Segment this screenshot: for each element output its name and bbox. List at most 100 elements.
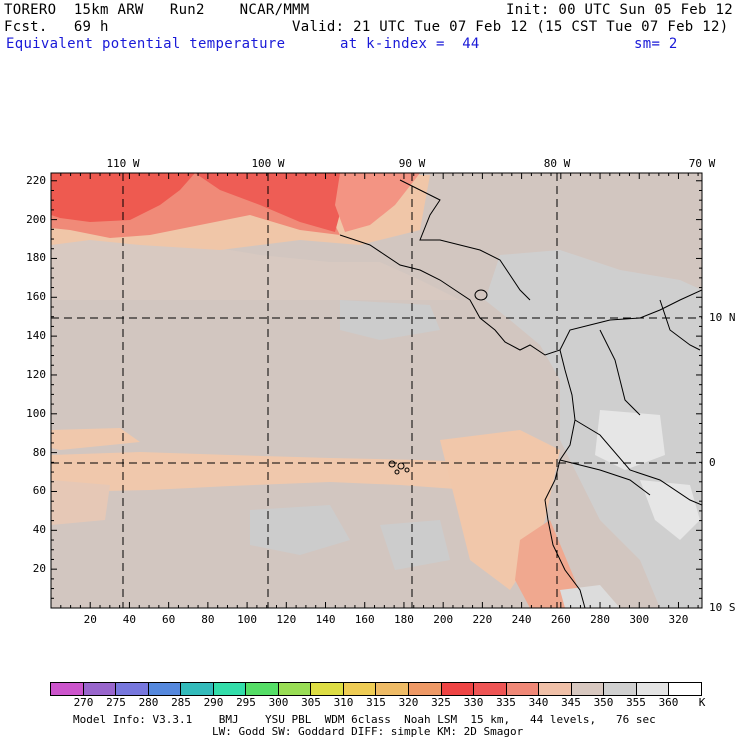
y-tick-label: 100	[26, 406, 46, 420]
colorbar-swatch	[311, 683, 344, 695]
y-tick-label: 220	[26, 173, 46, 187]
colorbar-swatch	[376, 683, 410, 695]
field-name: Equivalent potential temperature	[6, 36, 286, 52]
colorbar-label: 340	[528, 696, 549, 709]
longitude-label: 70 W	[688, 157, 716, 170]
colorbar-label: 290	[203, 696, 224, 709]
coast-caribbean	[659, 299, 701, 351]
colorbar-swatch	[409, 683, 442, 695]
x-tick-label: 20	[83, 613, 97, 626]
colorbar-swatch	[669, 683, 701, 695]
init-time: Init: 00 UTC Sun 05 Feb 12	[506, 2, 733, 18]
colorbar-label: 360	[658, 696, 679, 709]
colorbar-label: 335	[496, 696, 516, 709]
theta-e-max-region-2	[195, 173, 345, 232]
colorbar-swatch	[246, 683, 279, 695]
theta-e-ocean-patch-3	[380, 520, 450, 570]
x-tick-label: 200	[433, 613, 454, 626]
galapagos-islands	[388, 460, 410, 475]
theta-e-max-region	[51, 173, 195, 222]
border-ecuador-peru	[559, 459, 651, 496]
theta-e-land-gray	[485, 250, 702, 608]
x-tick-label: 100	[237, 613, 258, 626]
border-colombia-peru	[574, 419, 702, 506]
x-tick-label: 220	[472, 613, 493, 626]
theta-e-ocean-patch-2	[250, 505, 350, 555]
colorbar	[50, 682, 702, 696]
longitude-label: 110 W	[106, 157, 140, 170]
x-tick-label: 280	[590, 613, 610, 626]
border-central-america	[399, 179, 531, 301]
valid-time: Valid: 21 UTC Tue 07 Feb 12 (15 CST Tue …	[292, 19, 729, 35]
theta-e-west-warm	[51, 428, 140, 450]
axis-ticks	[51, 173, 702, 608]
latlon-grid	[51, 173, 702, 608]
colorbar-label: 355	[626, 696, 646, 709]
colorbar-swatch	[441, 683, 475, 695]
colorbar-label: 315	[366, 696, 386, 709]
colorbar-swatch	[213, 683, 247, 695]
y-tick-label: 20	[32, 562, 46, 576]
coastlines	[339, 179, 702, 608]
latitude-label: 10 S	[709, 601, 736, 614]
theta-e-warm-region	[335, 173, 420, 232]
smoothing-value: sm= 2	[634, 36, 678, 52]
colorbar-label: 305	[301, 696, 321, 709]
colorbar-swatch	[604, 683, 637, 695]
latitude-label: 0	[709, 456, 716, 469]
y-tick-label: 40	[32, 523, 46, 537]
theta-e-ocean-patch	[340, 300, 440, 340]
colorbar-label: 285	[171, 696, 191, 709]
lake-nicaragua	[474, 289, 488, 301]
x-tick-label: 300	[629, 613, 650, 626]
colorbar-label: 310	[333, 696, 354, 709]
longitude-label: 100 W	[251, 157, 285, 170]
x-tick-label: 60	[162, 613, 176, 626]
colorbar-label: 295	[236, 696, 256, 709]
map-fill	[51, 173, 702, 608]
colorbar-swatch	[278, 683, 312, 695]
colorbar-swatch	[474, 683, 507, 695]
y-tick-label: 80	[32, 445, 46, 459]
colorbar-label: 270	[73, 696, 94, 709]
x-tick-label: 320	[668, 613, 689, 626]
forecast-hour: Fcst. 69 h	[4, 19, 109, 35]
y-tick-label: 140	[26, 329, 46, 343]
colorbar-swatch	[636, 683, 670, 695]
colorbar-label: 300	[268, 696, 289, 709]
colorbar-swatch	[506, 683, 540, 695]
theta-e-land-light	[595, 410, 665, 470]
physics-info: LW: Godd SW: Goddard DIFF: simple KM: 2D…	[212, 725, 524, 738]
model-title: TORERO 15km ARW Run2 NCAR/MMM	[4, 2, 310, 18]
colorbar-label: 275	[106, 696, 126, 709]
colorbar-swatch	[571, 683, 605, 695]
colorbar-swatch	[539, 683, 572, 695]
y-tick-label: 180	[26, 251, 46, 265]
coastline-south-america	[544, 349, 586, 608]
y-tick-label: 120	[26, 367, 46, 381]
x-tick-label: 80	[201, 613, 215, 626]
colorbar-label: 330	[463, 696, 484, 709]
colorbar-swatch	[51, 683, 84, 695]
x-tick-label: 140	[315, 613, 336, 626]
level-index: at k-index = 44	[340, 36, 480, 52]
x-tick-label: 120	[276, 613, 297, 626]
colorbar-label: 320	[398, 696, 419, 709]
colorbar-swatch	[148, 683, 182, 695]
theta-e-coastal-warm	[515, 520, 585, 608]
theta-e-land-light-2	[640, 480, 700, 540]
colorbar-label: 325	[431, 696, 451, 709]
theta-e-west-warm-2	[51, 480, 110, 525]
x-tick-label: 160	[354, 613, 375, 626]
colorbar-swatch	[83, 683, 117, 695]
y-tick-label: 200	[26, 212, 46, 226]
colorbar-label: 350	[593, 696, 614, 709]
border-colombia-venezuela	[599, 329, 641, 416]
colorbar-label: 345	[561, 696, 581, 709]
colorbar-unit: K	[698, 696, 706, 709]
colorbar-swatch	[181, 683, 214, 695]
latitude-label: 10 N	[709, 311, 736, 324]
y-tick-label: 60	[32, 484, 46, 498]
x-tick-label: 240	[511, 613, 532, 626]
